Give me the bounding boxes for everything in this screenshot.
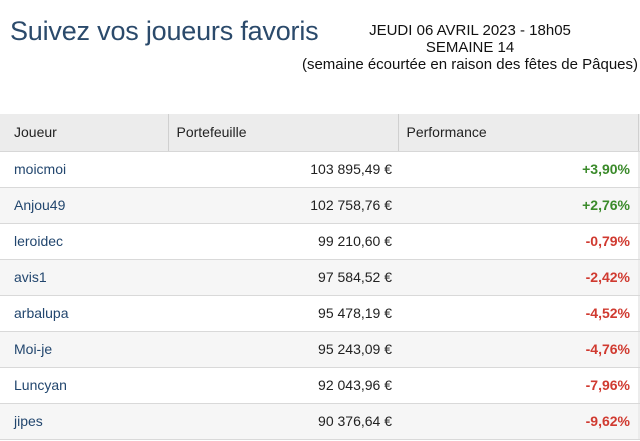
date-line: JEUDI 06 AVRIL 2023 - 18h05 bbox=[369, 22, 571, 39]
player-name-link[interactable]: arbalupa bbox=[0, 295, 168, 332]
performance-value: -4,52% bbox=[398, 295, 638, 332]
portfolio-value: 90 376,64 € bbox=[168, 403, 398, 440]
player-name-link[interactable]: Luncyan bbox=[0, 367, 168, 404]
extra-column-cell bbox=[638, 295, 640, 332]
table-row: jipes 90 376,64 € -9,62% bbox=[0, 403, 640, 440]
performance-value: +3,90% bbox=[398, 151, 638, 188]
portfolio-value: 103 895,49 € bbox=[168, 151, 398, 188]
extra-column-cell bbox=[638, 403, 640, 440]
players-table: Joueur Portefeuille Performance moicmoi 1… bbox=[0, 114, 640, 440]
table-row: Anjou49 102 758,76 € +2,76% bbox=[0, 187, 640, 224]
column-header-performance[interactable]: Performance bbox=[398, 114, 639, 152]
performance-value: +2,76% bbox=[398, 187, 638, 224]
portfolio-value: 97 584,52 € bbox=[168, 259, 398, 296]
portfolio-value: 95 243,09 € bbox=[168, 331, 398, 368]
player-name-link[interactable]: avis1 bbox=[0, 259, 168, 296]
table-row: leroidec 99 210,60 € -0,79% bbox=[0, 223, 640, 260]
player-name-link[interactable]: moicmoi bbox=[0, 151, 168, 188]
performance-value: -9,62% bbox=[398, 403, 638, 440]
portfolio-value: 92 043,96 € bbox=[168, 367, 398, 404]
column-header-extra bbox=[638, 114, 640, 152]
portfolio-value: 99 210,60 € bbox=[168, 223, 398, 260]
week-note: (semaine écourtée en raison des fêtes de… bbox=[301, 56, 639, 73]
player-name-link[interactable]: Moi-je bbox=[0, 331, 168, 368]
portfolio-value: 95 478,19 € bbox=[168, 295, 398, 332]
column-header-portfolio[interactable]: Portefeuille bbox=[168, 114, 399, 152]
player-name-link[interactable]: leroidec bbox=[0, 223, 168, 260]
table-row: Moi-je 95 243,09 € -4,76% bbox=[0, 331, 640, 368]
performance-value: -4,76% bbox=[398, 331, 638, 368]
extra-column-cell bbox=[638, 331, 640, 368]
extra-column-cell bbox=[638, 223, 640, 260]
player-name-link[interactable]: jipes bbox=[0, 403, 168, 440]
table-header-row: Joueur Portefeuille Performance bbox=[0, 114, 640, 152]
performance-value: -0,79% bbox=[398, 223, 638, 260]
page-title: Suivez vos joueurs favoris bbox=[10, 16, 319, 46]
table-body: moicmoi 103 895,49 € +3,90% Anjou49 102 758,… bbox=[0, 151, 640, 440]
date-info: JEUDI 06 AVRIL 2023 - 18h05 SEMAINE 14 (… bbox=[300, 22, 640, 73]
table-row: moicmoi 103 895,49 € +3,90% bbox=[0, 151, 640, 188]
performance-value: -2,42% bbox=[398, 259, 638, 296]
table-row: arbalupa 95 478,19 € -4,52% bbox=[0, 295, 640, 332]
table-row: Luncyan 92 043,96 € -7,96% bbox=[0, 367, 640, 404]
player-name-link[interactable]: Anjou49 bbox=[0, 187, 168, 224]
portfolio-value: 102 758,76 € bbox=[168, 187, 398, 224]
week-line: SEMAINE 14 bbox=[425, 39, 515, 56]
performance-value: -7,96% bbox=[398, 367, 638, 404]
table-row: avis1 97 584,52 € -2,42% bbox=[0, 259, 640, 296]
column-header-player[interactable]: Joueur bbox=[0, 114, 169, 152]
extra-column-cell bbox=[638, 187, 640, 224]
extra-column-cell bbox=[638, 367, 640, 404]
extra-column-cell bbox=[638, 259, 640, 296]
players-table-container: Joueur Portefeuille Performance moicmoi 1… bbox=[0, 114, 640, 440]
extra-column-cell bbox=[638, 151, 640, 188]
